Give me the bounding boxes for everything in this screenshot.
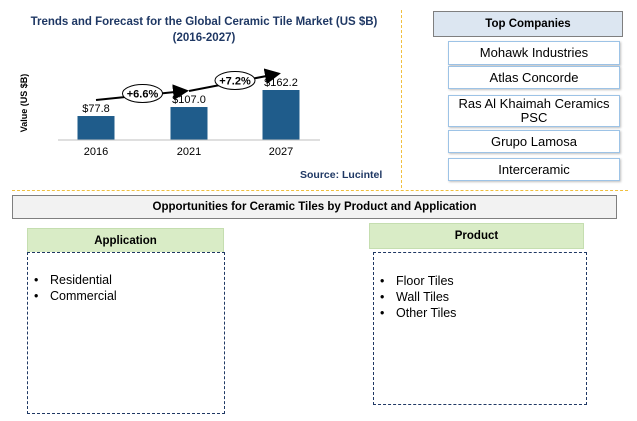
application-box: Residential Commercial [27, 252, 225, 414]
growth-label: +7.2% [219, 76, 251, 88]
company-item: Atlas Concorde [448, 66, 620, 89]
chart-source: Source: Lucintel [300, 169, 383, 181]
data-label: $107.0 [172, 94, 206, 106]
application-header: Application [27, 228, 224, 254]
product-item: Floor Tiles [374, 273, 586, 289]
company-item: Ras Al Khaimah Ceramics PSC [448, 95, 620, 127]
bar [77, 116, 115, 140]
data-label: $77.8 [82, 103, 110, 115]
product-list: Floor Tiles Wall Tiles Other Tiles [374, 273, 586, 321]
data-label: $162.2 [264, 77, 298, 89]
top-companies-header: Top Companies [433, 11, 623, 37]
product-header: Product [369, 223, 584, 249]
horizontal-divider [12, 190, 628, 191]
x-tick-label: 2021 [177, 146, 201, 158]
bar-chart: $77.8 2016 $107.0 2021 $162.2 2027 +6.6% +7.2% [58, 68, 320, 158]
bar [170, 107, 208, 140]
product-item: Wall Tiles [374, 289, 586, 305]
growth-bubble [214, 71, 256, 91]
bar [262, 90, 300, 140]
company-item: Mohawk Industries [448, 41, 620, 65]
product-box: Floor Tiles Wall Tiles Other Tiles [373, 252, 587, 405]
company-item: Interceramic [448, 158, 620, 181]
application-item: Commercial [28, 288, 224, 304]
x-tick-label: 2016 [84, 146, 108, 158]
opportunities-title: Opportunities for Ceramic Tiles by Produ… [12, 195, 617, 219]
vertical-divider [401, 10, 402, 188]
application-list: Residential Commercial [28, 272, 224, 304]
growth-label: +6.6% [127, 89, 159, 101]
company-item: Grupo Lamosa [448, 130, 620, 153]
chart-title: Trends and Forecast for the Global Ceram… [8, 14, 400, 46]
chart-title-line-1: Trends and Forecast for the Global Ceram… [30, 16, 378, 28]
growth-bubble [122, 84, 163, 104]
product-item: Other Tiles [374, 305, 586, 321]
chart-title-line-2: (2016-2027) [172, 32, 236, 44]
application-item: Residential [28, 272, 224, 288]
x-tick-label: 2027 [269, 146, 293, 158]
